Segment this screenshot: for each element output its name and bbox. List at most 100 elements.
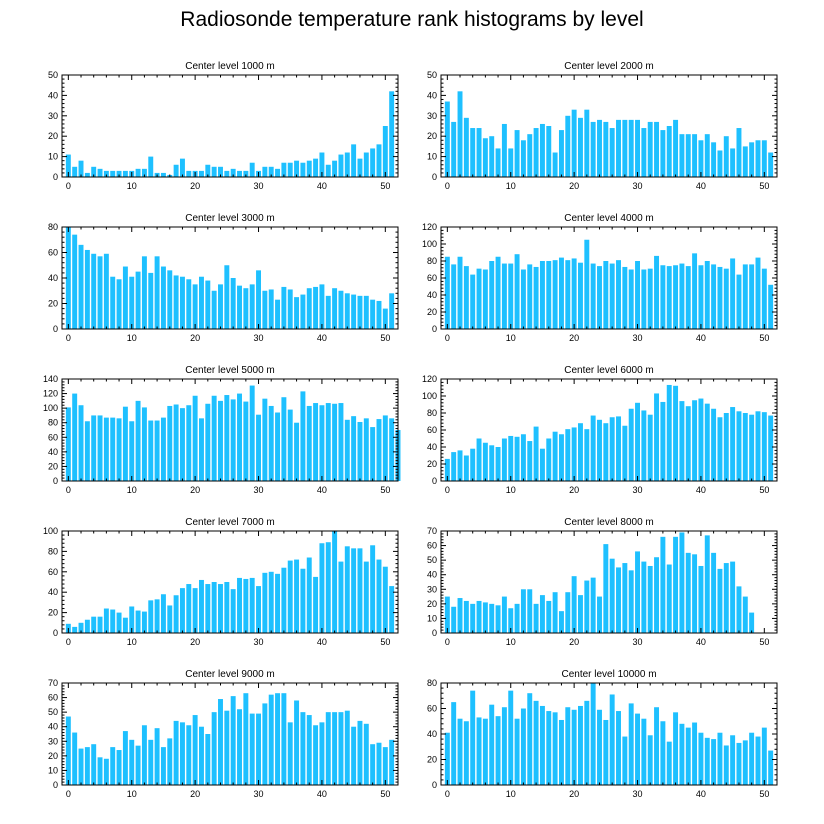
bar: [501, 123, 507, 177]
bar: [463, 455, 469, 481]
bar: [211, 290, 217, 329]
bar: [730, 148, 736, 177]
bar: [641, 410, 647, 481]
y-tick-label: 50: [427, 555, 437, 565]
bar: [539, 261, 545, 329]
bar: [622, 736, 628, 785]
bar: [154, 256, 160, 329]
bar: [717, 732, 723, 785]
y-tick-label: 60: [48, 693, 58, 703]
bar: [84, 619, 90, 633]
bar: [389, 91, 395, 177]
y-tick-label: 40: [427, 290, 437, 300]
panel-title: Center level 4000 m: [564, 213, 654, 224]
bar: [230, 589, 236, 633]
bar: [141, 256, 147, 329]
bar: [577, 423, 583, 481]
bar: [597, 419, 602, 481]
bar: [256, 270, 262, 329]
bar: [470, 603, 476, 633]
bar: [482, 718, 488, 785]
bar: [558, 257, 564, 329]
bar: [173, 275, 179, 329]
bar: [673, 265, 679, 329]
bar: [647, 735, 653, 785]
x-tick-label: 10: [506, 333, 516, 343]
bar: [173, 720, 179, 785]
bar: [571, 109, 577, 177]
bar: [148, 156, 154, 177]
bar: [91, 253, 97, 329]
bar: [160, 172, 166, 177]
x-tick-label: 30: [633, 485, 643, 495]
y-tick-label: 30: [48, 111, 58, 121]
bar: [704, 737, 710, 785]
x-tick-label: 20: [190, 181, 200, 191]
x-tick-label: 0: [445, 333, 450, 343]
bar: [470, 448, 476, 481]
bar: [300, 391, 306, 481]
bar: [609, 128, 615, 177]
bar: [742, 413, 748, 481]
bar: [224, 170, 230, 177]
bar: [673, 712, 679, 785]
bar: [230, 399, 236, 481]
bar: [673, 119, 679, 177]
bar: [755, 736, 761, 785]
bar: [692, 253, 698, 329]
bar: [679, 401, 685, 481]
bar: [533, 128, 539, 177]
bar: [370, 427, 376, 481]
bar: [173, 595, 179, 633]
bar: [256, 414, 262, 481]
x-tick-label: 0: [445, 485, 450, 495]
bar: [660, 536, 666, 633]
bar: [382, 415, 388, 481]
bar: [351, 294, 357, 329]
bar: [224, 265, 230, 329]
bar: [616, 416, 621, 481]
bar: [489, 445, 495, 481]
bar: [205, 280, 211, 329]
bar: [148, 739, 154, 785]
bar: [84, 172, 90, 177]
y-tick-label: 100: [422, 239, 437, 249]
bar: [654, 393, 660, 481]
bar: [249, 284, 255, 329]
bar: [78, 405, 84, 481]
bar: [603, 544, 609, 633]
x-tick-label: 20: [190, 333, 200, 343]
y-tick-label: 0: [53, 324, 58, 334]
bar: [654, 255, 660, 329]
bar: [72, 732, 78, 785]
bar: [148, 420, 154, 481]
bar: [616, 711, 621, 785]
bar: [211, 166, 217, 177]
y-tick-label: 20: [427, 755, 437, 765]
y-tick-label: 10: [427, 613, 437, 623]
bar: [520, 434, 526, 481]
bar: [262, 398, 268, 481]
plot-frame: [61, 682, 399, 786]
bar: [357, 421, 363, 481]
x-tick-label: 30: [254, 333, 264, 343]
bar: [711, 264, 717, 329]
bar: [275, 168, 281, 177]
bar: [167, 405, 173, 481]
bar: [597, 709, 602, 785]
bar: [84, 249, 90, 329]
bar: [287, 409, 293, 481]
bar: [533, 266, 539, 329]
x-tick-label: 50: [380, 485, 390, 495]
bar: [489, 261, 495, 329]
bar: [616, 567, 621, 633]
bar: [294, 160, 300, 177]
bar: [647, 565, 653, 633]
bar: [103, 608, 109, 633]
panel-title: Center level 5000 m: [185, 365, 275, 376]
bar: [584, 429, 590, 481]
bar: [281, 397, 287, 481]
bar: [268, 166, 274, 177]
bar: [457, 91, 463, 177]
bar: [571, 258, 577, 329]
